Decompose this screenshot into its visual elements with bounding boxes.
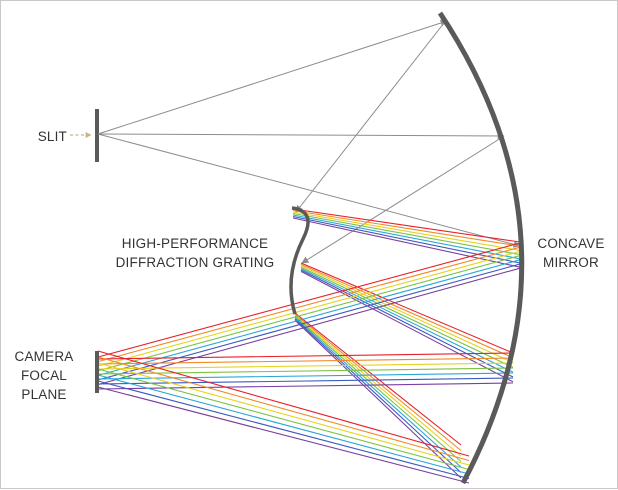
fan-grating-top-to-mirror-ray-1 <box>292 208 521 243</box>
grating-label-line2: DIFFRACTION GRATING <box>115 255 275 270</box>
beam-slit-to-mirror-top <box>97 19 448 135</box>
fan-mirror-bottom-to-camera-ray-7 <box>97 386 470 484</box>
fan-mirror-to-camera-horizontal-ray-3 <box>97 362 514 370</box>
fan-mirror-to-camera-upper-ray-5 <box>97 259 521 376</box>
fan-grating-bottom-to-mirror-ray-3 <box>294 314 462 457</box>
mirror-label: CONCAVE MIRROR <box>526 234 616 272</box>
fan-grating-middle-to-mirror-ray-3 <box>300 265 514 364</box>
fan-mirror-bottom-to-camera-ray-3 <box>97 362 470 466</box>
fan-grating-middle-to-mirror-ray-6 <box>300 269 514 378</box>
fan-mirror-to-camera-upper-ray-1 <box>97 242 521 358</box>
fan-mirror-bottom-to-camera-ray-2 <box>97 356 470 462</box>
fan-grating-top-to-mirror-ray-5 <box>292 214 521 260</box>
camera-label: CAMERA FOCAL PLANE <box>5 347 83 404</box>
fan-grating-middle-to-mirror-ray-1 <box>300 262 514 354</box>
mirror-label-line2: MIRROR <box>543 255 599 270</box>
camera-label-line3: PLANE <box>21 387 67 402</box>
camera-label-line1: CAMERA <box>14 349 74 364</box>
fan-mirror-to-camera-horizontal-ray-1 <box>97 352 514 360</box>
fan-grating-bottom-to-mirror-ray-4 <box>294 316 462 462</box>
fan-grating-bottom-to-mirror-ray-6 <box>294 318 462 473</box>
fan-mirror-bottom-to-camera-ray-6 <box>97 380 470 480</box>
fan-grating-bottom-to-mirror-ray-1 <box>294 312 462 446</box>
beam-slit-to-mirror-middle <box>97 132 505 140</box>
fan-mirror-to-camera-horizontal-ray-4 <box>97 367 514 375</box>
camera-label-line2: FOCAL <box>20 368 67 383</box>
fan-grating-middle-to-mirror-ray-5 <box>300 268 514 373</box>
fan-mirror-to-camera-upper-ray-2 <box>97 246 521 363</box>
fan-grating-top-to-mirror-ray-6 <box>292 215 521 264</box>
fan-grating-top-to-mirror-ray-7 <box>292 217 521 268</box>
fan-mirror-to-camera-horizontal-ray-2 <box>97 357 514 365</box>
slit-label: SLIT <box>15 127 67 146</box>
fan-grating-top-to-mirror-ray-2 <box>292 209 521 247</box>
beam-slit-to-mirror-lower <box>97 133 521 248</box>
fan-mirror-to-camera-horizontal-ray-6 <box>97 377 514 385</box>
fan-grating-bottom-to-mirror-ray-2 <box>294 313 462 451</box>
fan-grating-middle-to-mirror-ray-2 <box>300 263 514 359</box>
fan-grating-middle-to-mirror-ray-4 <box>300 266 514 368</box>
fan-mirror-bottom-to-camera-ray-5 <box>97 374 470 475</box>
fan-grating-top-to-mirror-ray-4 <box>292 212 521 256</box>
fan-mirror-to-camera-upper-ray-6 <box>97 263 521 381</box>
fan-grating-top-to-mirror-ray-3 <box>292 211 521 251</box>
fan-mirror-to-camera-upper-ray-4 <box>97 255 521 372</box>
fan-mirror-bottom-to-camera-ray-4 <box>97 368 470 471</box>
fan-grating-bottom-to-mirror-ray-5 <box>294 317 462 468</box>
slit-label-text: SLIT <box>37 129 67 144</box>
mirror-label-line1: CONCAVE <box>537 236 605 251</box>
beam-mirror-to-grating-upper <box>295 22 445 213</box>
concave-mirror <box>437 11 525 485</box>
fan-mirror-bottom-to-camera-ray-1 <box>97 350 470 457</box>
fan-mirror-to-camera-upper-ray-7 <box>97 267 521 386</box>
fan-mirror-to-camera-upper-ray-3 <box>97 250 521 367</box>
grating-label-line1: HIGH-PERFORMANCE <box>121 236 269 251</box>
fan-grating-bottom-to-mirror-ray-7 <box>294 319 462 479</box>
fan-mirror-to-camera-horizontal-ray-5 <box>97 372 514 380</box>
diffraction-grating <box>289 206 310 315</box>
grating-label: HIGH-PERFORMANCE DIFFRACTION GRATING <box>105 234 285 272</box>
beam-mirror-to-grating-lower <box>301 137 502 264</box>
